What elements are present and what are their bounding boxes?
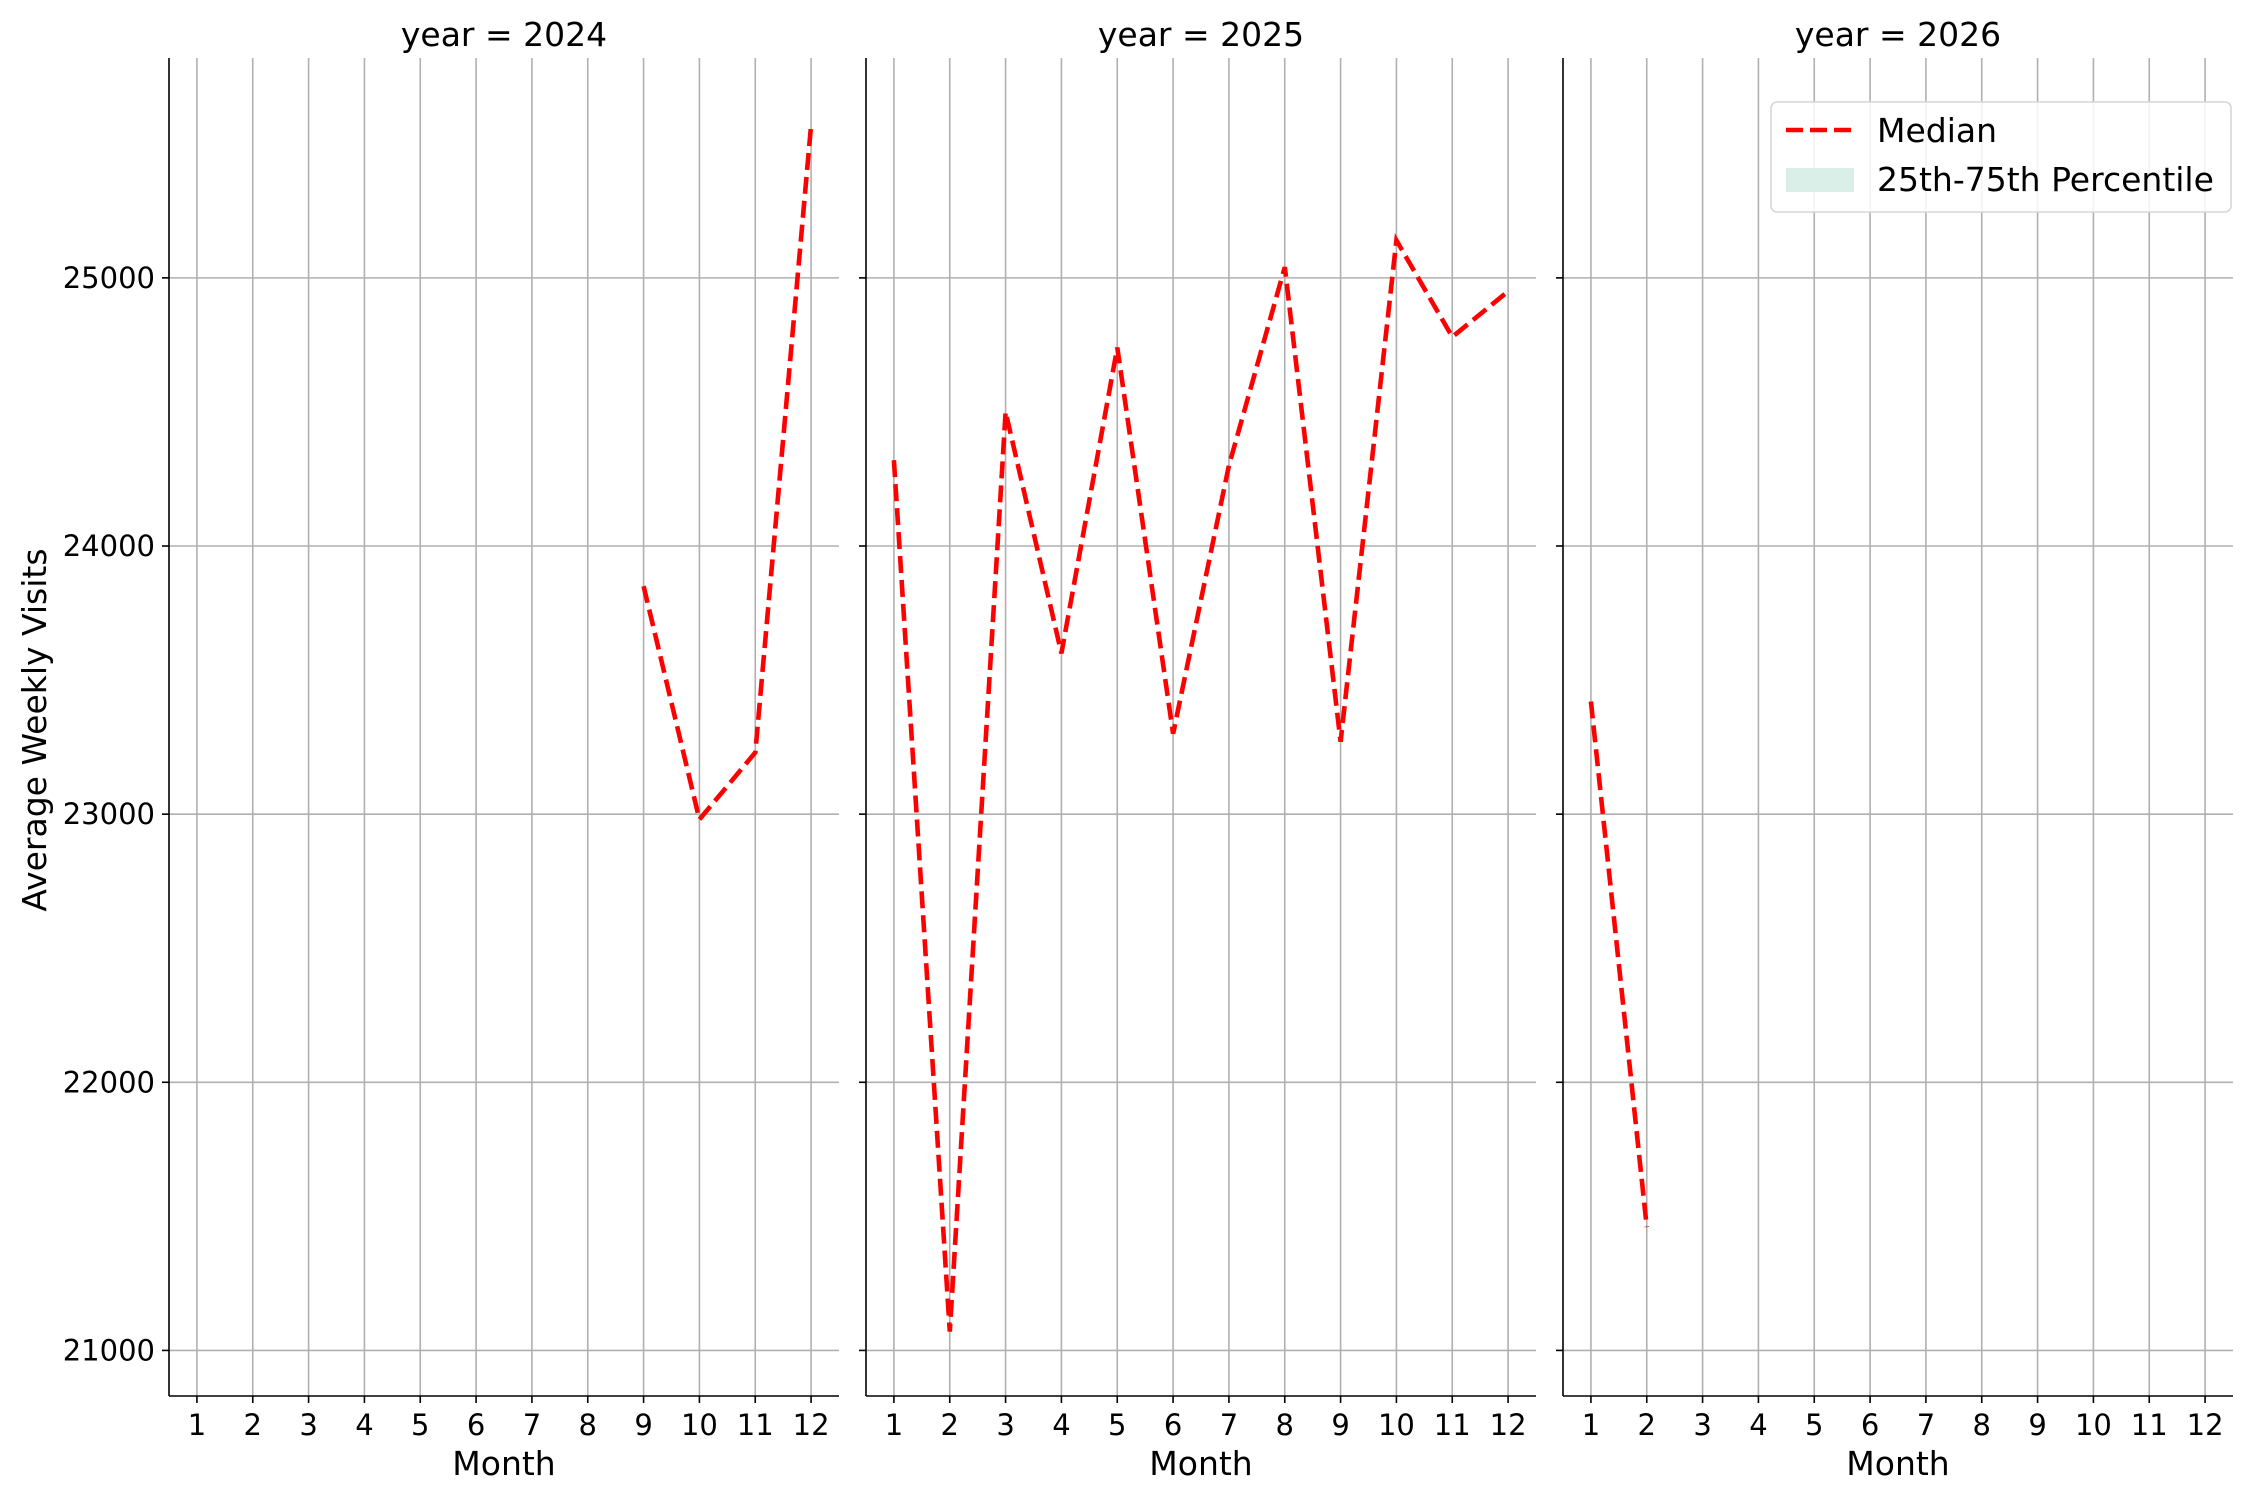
x-tick-label: 12 [1490,1408,1527,1442]
median-line [891,233,1510,1332]
x-tick-label: 6 [467,1408,485,1442]
x-tick-label: 4 [355,1408,373,1442]
y-tick-label: 24000 [63,529,155,563]
legend-percentile-label: 25th-75th Percentile [1877,160,2214,199]
x-tick-label: 3 [996,1408,1014,1442]
x-tick-label: 3 [299,1408,317,1442]
x-tick-label: 10 [1378,1408,1415,1442]
x-tick-label: 9 [634,1408,652,1442]
x-tick-label: 12 [2187,1408,2224,1442]
y-tick-label: 22000 [63,1065,155,1099]
x-tick-label: 2 [244,1408,262,1442]
x-tick-label: 1 [188,1408,206,1442]
x-tick-label: 3 [1693,1408,1711,1442]
x-tick-label: 5 [1805,1408,1823,1442]
panel-title: year = 2024 [401,15,607,54]
x-tick-label: 8 [1973,1408,1991,1442]
x-axis-label: Month [452,1444,555,1483]
median-line [641,124,814,825]
legend-percentile-swatch [1786,168,1854,192]
x-tick-label: 11 [737,1408,774,1442]
x-tick-label: 7 [1220,1408,1238,1442]
panel-title: year = 2026 [1795,15,2001,54]
x-tick-label: 4 [1749,1408,1767,1442]
x-tick-label: 5 [411,1408,429,1442]
legend-median-label: Median [1877,111,1997,150]
y-tick-label: 25000 [63,261,155,295]
x-tick-label: 11 [1434,1408,1471,1442]
y-axis-label: Average Weekly Visits [15,548,54,911]
x-tick-label: 12 [793,1408,830,1442]
y-tick-label: 23000 [63,797,155,831]
x-tick-label: 9 [1331,1408,1349,1442]
y-tick-label: 21000 [63,1333,155,1367]
x-tick-label: 8 [1276,1408,1294,1442]
x-tick-label: 1 [885,1408,903,1442]
median-line [1588,701,1650,1228]
panel-title: year = 2025 [1098,15,1304,54]
x-tick-label: 8 [579,1408,597,1442]
x-tick-label: 7 [523,1408,541,1442]
x-tick-label: 10 [681,1408,718,1442]
legend: Median 25th-75th Percentile [1770,101,2232,213]
x-tick-label: 6 [1164,1408,1182,1442]
x-tick-label: 7 [1917,1408,1935,1442]
x-tick-label: 2 [1638,1408,1656,1442]
x-tick-label: 11 [2131,1408,2168,1442]
x-tick-label: 6 [1861,1408,1879,1442]
x-tick-label: 1 [1582,1408,1600,1442]
x-axis-label: Month [1149,1444,1252,1483]
x-tick-label: 9 [2028,1408,2046,1442]
x-tick-label: 10 [2075,1408,2112,1442]
x-axis-label: Month [1846,1444,1949,1483]
x-tick-label: 2 [941,1408,959,1442]
x-tick-label: 5 [1108,1408,1126,1442]
legend-box [1770,101,2232,213]
x-tick-label: 4 [1052,1408,1070,1442]
